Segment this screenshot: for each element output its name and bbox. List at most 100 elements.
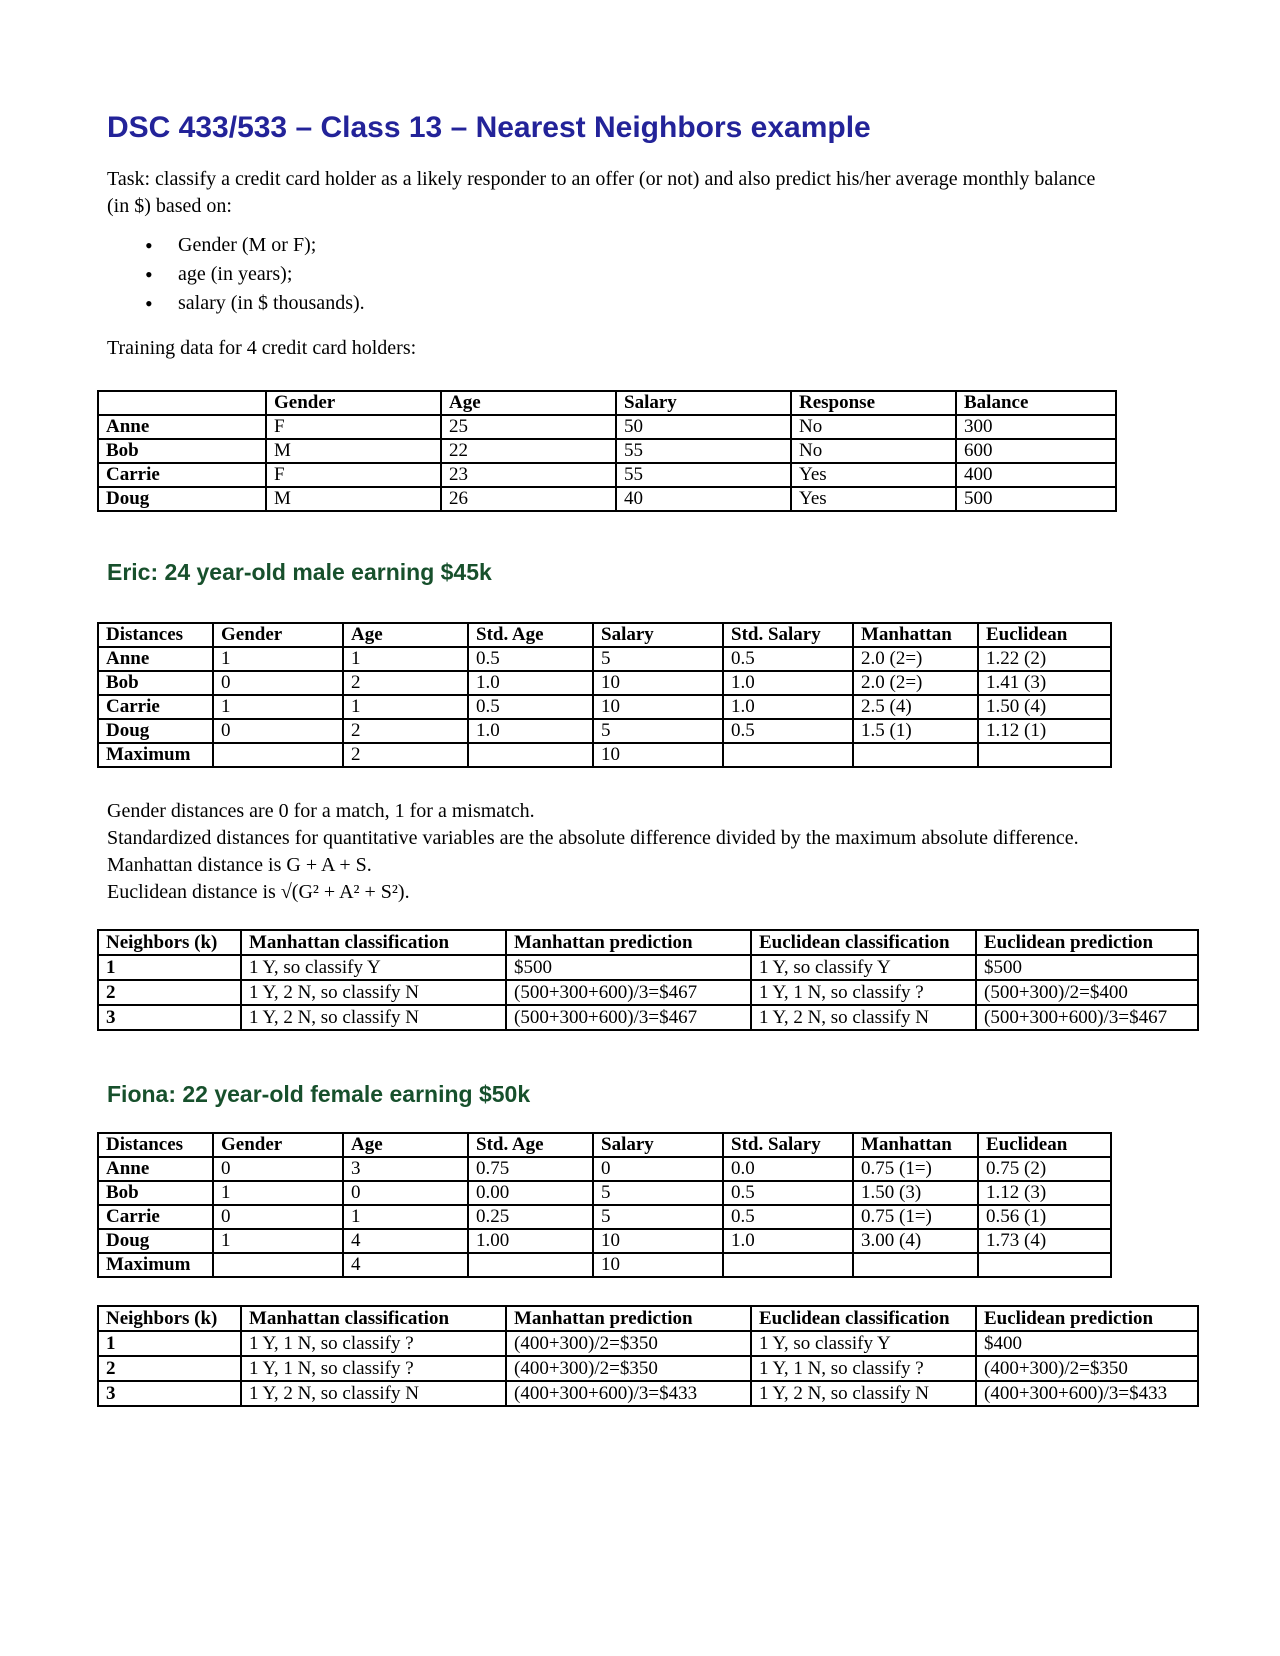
data-cell: 23 — [440, 462, 617, 488]
data-cell — [467, 742, 594, 768]
note-line: Euclidean distance is √(G² + A² + S²). — [107, 881, 410, 903]
task-paragraph: Task: classify a credit card holder as a… — [107, 166, 1220, 220]
data-cell: No — [790, 414, 957, 440]
row-header-cell: Maximum — [97, 742, 214, 768]
data-cell — [212, 742, 344, 768]
row-header-cell: Anne — [97, 414, 267, 440]
column-header: Euclidean classification — [750, 929, 977, 956]
bullet-list: Gender (M or F); age (in years); salary … — [145, 231, 1220, 318]
column-header: Std. Age — [467, 1132, 594, 1158]
data-cell: 1 Y, 2 N, so classify N — [750, 1380, 977, 1407]
data-cell — [977, 742, 1112, 768]
data-cell: 500 — [955, 486, 1117, 512]
data-cell: $400 — [975, 1330, 1199, 1357]
data-cell: Yes — [790, 462, 957, 488]
table-row: Doug 1 4 1.00 10 1.0 3.00 (4) 1.73 (4) — [97, 1228, 1112, 1254]
bullet-item: salary (in $ thousands). — [145, 289, 1220, 318]
data-cell: 3.00 (4) — [852, 1228, 979, 1254]
column-header: Manhattan classification — [240, 929, 507, 956]
data-cell: 25 — [440, 414, 617, 440]
data-cell: (400+300)/2=$350 — [975, 1355, 1199, 1382]
data-cell: 10 — [592, 670, 724, 696]
row-header-cell: Bob — [97, 438, 267, 464]
data-cell: 1 — [212, 646, 344, 672]
fiona-knn-table: Neighbors (k) Manhattan classification Man… — [97, 1305, 1199, 1407]
column-header — [97, 390, 267, 416]
column-header: Euclidean — [977, 622, 1112, 648]
data-cell: 0.00 — [467, 1180, 594, 1206]
data-cell: 400 — [955, 462, 1117, 488]
data-cell: 1.0 — [722, 670, 854, 696]
data-cell: 1 Y, 2 N, so classify N — [750, 1004, 977, 1031]
data-cell: (400+300+600)/3=$433 — [975, 1380, 1199, 1407]
row-header-cell: Carrie — [97, 1204, 214, 1230]
data-cell: F — [265, 462, 442, 488]
data-cell: 1.0 — [722, 694, 854, 720]
column-header: Distances — [97, 1132, 214, 1158]
data-cell: 2.0 (2=) — [852, 670, 979, 696]
column-header: Manhattan — [852, 1132, 979, 1158]
row-header-cell: 3 — [97, 1004, 242, 1031]
data-cell: 40 — [615, 486, 792, 512]
data-cell: 2 — [342, 670, 469, 696]
row-header-cell: Carrie — [97, 462, 267, 488]
data-cell — [722, 1252, 854, 1278]
data-cell: 1.5 (1) — [852, 718, 979, 744]
data-cell: 0.5 — [467, 694, 594, 720]
bullet-item: Gender (M or F); — [145, 231, 1220, 260]
data-cell: 1 — [342, 694, 469, 720]
data-cell — [722, 742, 854, 768]
data-cell — [852, 742, 979, 768]
data-cell: 10 — [592, 694, 724, 720]
data-cell: 0 — [592, 1156, 724, 1182]
data-cell: 1 Y, 1 N, so classify ? — [240, 1355, 507, 1382]
data-cell: 0 — [342, 1180, 469, 1206]
eric-distance-table: Distances Gender Age Std. Age Salary Std. Sal… — [97, 622, 1112, 768]
column-header: Salary — [615, 390, 792, 416]
table-row: Anne F 25 50 No 300 — [97, 414, 1117, 440]
data-cell: 3 — [342, 1156, 469, 1182]
data-cell: 0.75 (2) — [977, 1156, 1112, 1182]
data-cell: 0.5 — [722, 718, 854, 744]
data-cell: 2.0 (2=) — [852, 646, 979, 672]
table-row: Bob 1 0 0.00 5 0.5 1.50 (3) 1.12 (3) — [97, 1180, 1112, 1206]
header-row: Neighbors (k) Manhattan classification Man… — [97, 929, 1199, 956]
data-cell: Yes — [790, 486, 957, 512]
column-header: Salary — [592, 622, 724, 648]
data-cell: 2 — [342, 742, 469, 768]
data-cell: No — [790, 438, 957, 464]
data-cell: M — [265, 486, 442, 512]
data-cell — [852, 1252, 979, 1278]
row-header-cell: 2 — [97, 1355, 242, 1382]
column-header: Euclidean classification — [750, 1305, 977, 1332]
data-cell: (500+300+600)/3=$467 — [505, 979, 752, 1006]
data-cell: 0.75 (1=) — [852, 1204, 979, 1230]
data-cell: 5 — [592, 1204, 724, 1230]
data-cell: 55 — [615, 462, 792, 488]
table-row: Maximum 2 10 — [97, 742, 1112, 768]
data-cell: 1 Y, 1 N, so classify ? — [750, 1355, 977, 1382]
table-row: 3 1 Y, 2 N, so classify N (500+300+600)/3=… — [97, 1004, 1199, 1031]
table-row: Bob M 22 55 No 600 — [97, 438, 1117, 464]
data-cell: 1 Y, 2 N, so classify N — [240, 979, 507, 1006]
data-cell: F — [265, 414, 442, 440]
data-cell: 1.0 — [467, 670, 594, 696]
data-cell: 1 — [342, 1204, 469, 1230]
note-line: Standardized distances for quantitative … — [107, 827, 1079, 849]
data-cell: 1.0 — [467, 718, 594, 744]
data-cell: (500+300+600)/3=$467 — [505, 1004, 752, 1031]
table-row: Carrie 1 1 0.5 10 1.0 2.5 (4) 1.50 (4) — [97, 694, 1112, 720]
data-cell: 1.50 (4) — [977, 694, 1112, 720]
row-header-cell: Doug — [97, 1228, 214, 1254]
column-header: Age — [342, 1132, 469, 1158]
data-cell: 10 — [592, 1228, 724, 1254]
column-header: Manhattan prediction — [505, 1305, 752, 1332]
data-cell — [977, 1252, 1112, 1278]
data-cell: (500+300+600)/3=$467 — [975, 1004, 1199, 1031]
distance-notes: Gender distances are 0 for a match, 1 fo… — [107, 798, 1220, 906]
column-header: Neighbors (k) — [97, 1305, 242, 1332]
table-row: Doug M 26 40 Yes 500 — [97, 486, 1117, 512]
column-header: Age — [342, 622, 469, 648]
